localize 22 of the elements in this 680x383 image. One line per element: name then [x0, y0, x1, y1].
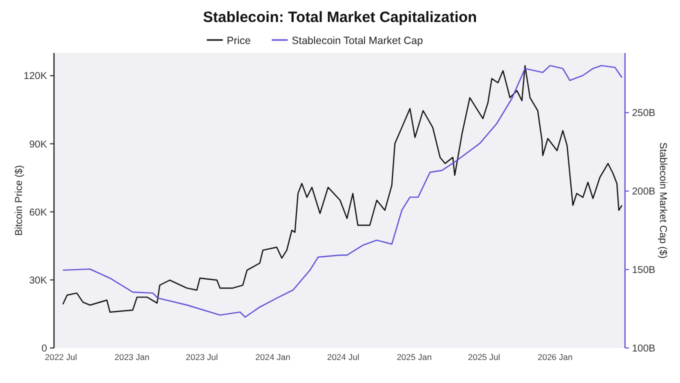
y-axis-title: Bitcoin Price ($): [14, 165, 25, 236]
x-tick-label: 2026 Jan: [538, 352, 573, 362]
chart-title: Stablecoin: Total Market Capitalization: [203, 9, 477, 26]
y2-tick-label: 100B: [632, 344, 656, 354]
y-tick-label: 60K: [29, 207, 48, 218]
x-tick-label: 2025 Jan: [396, 352, 432, 362]
y2-tick-label: 150B: [632, 265, 656, 276]
x-tick-label: 2024 Jul: [327, 352, 360, 362]
y2-tick-label: 200B: [632, 186, 656, 198]
y-tick-label: 90K: [29, 139, 48, 150]
x-tick-label: 2022 Jul: [44, 352, 78, 362]
legend-label: Stablecoin Total Market Cap: [292, 35, 424, 47]
x-tick-label: 2023 Jul: [186, 352, 218, 362]
y2-axis-title: Stablecoin Market Cap ($): [657, 142, 668, 259]
x-tick-label: 2023 Jan: [114, 352, 150, 362]
y-tick-label: 120K: [24, 71, 48, 82]
legend-label: Price: [226, 35, 251, 47]
x-tick-label: 2025 Jul: [468, 352, 500, 362]
x-tick-label: 2024 Jan: [255, 352, 291, 362]
y2-tick-label: 250B: [632, 108, 656, 120]
y-tick-label: 0: [41, 344, 48, 354]
y-tick-label: 30K: [29, 275, 48, 286]
